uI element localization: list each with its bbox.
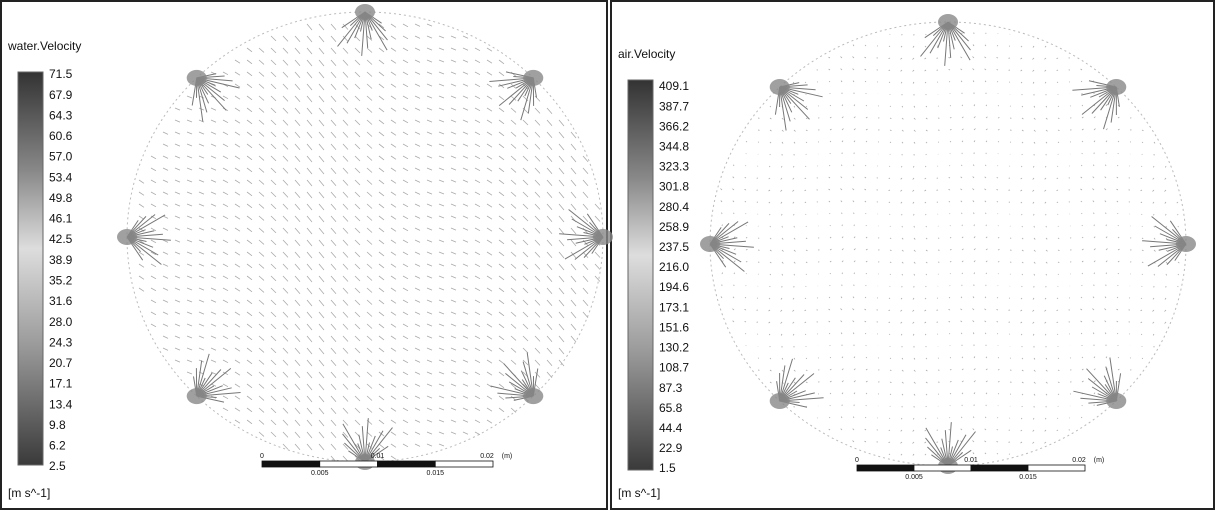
legend-label: 130.2 xyxy=(659,341,689,355)
inlet xyxy=(187,388,207,404)
scale-segment xyxy=(857,465,914,471)
color-bar xyxy=(18,72,43,465)
inlet xyxy=(700,236,720,252)
inlet xyxy=(1176,236,1196,252)
scale-label: (m) xyxy=(502,453,513,460)
scale-segment xyxy=(914,465,971,471)
scale-segment xyxy=(320,461,378,467)
legend-label: 46.1 xyxy=(49,212,73,226)
scale-label: (m) xyxy=(1094,457,1105,464)
legend-title: water.Velocity xyxy=(7,39,81,53)
legend-label: 1.5 xyxy=(659,461,676,475)
inlet xyxy=(593,229,613,245)
scale-label: 0.005 xyxy=(311,470,329,477)
legend-label: 6.2 xyxy=(49,439,66,453)
scale-label: 0.015 xyxy=(1019,474,1037,481)
legend-label: 64.3 xyxy=(49,108,73,122)
legend-label: 301.8 xyxy=(659,180,689,194)
legend-label: 31.6 xyxy=(49,294,73,308)
legend-label: 2.5 xyxy=(49,459,66,473)
legend-label: 258.9 xyxy=(659,220,689,234)
legend-label: 60.6 xyxy=(49,129,73,143)
inlet xyxy=(770,79,790,95)
inlet xyxy=(938,14,958,30)
scale-segment xyxy=(435,461,493,467)
legend-label: 49.8 xyxy=(49,191,73,205)
inlet xyxy=(187,70,207,86)
inlet xyxy=(1106,79,1126,95)
legend-label: 44.4 xyxy=(659,421,683,435)
legend-label: 20.7 xyxy=(49,356,73,370)
legend-label: 28.0 xyxy=(49,315,73,329)
unit-label: [m s^-1] xyxy=(618,486,660,500)
legend-label: 42.5 xyxy=(49,232,73,246)
legend-label: 344.8 xyxy=(659,139,689,153)
legend-label: 24.3 xyxy=(49,335,73,349)
scale-label: 0.01 xyxy=(371,453,385,460)
inlet xyxy=(523,70,543,86)
scale-label: 0.02 xyxy=(1072,457,1086,464)
legend-label: 65.8 xyxy=(659,401,683,415)
scale-label: 0 xyxy=(260,453,264,460)
legend-label: 38.9 xyxy=(49,253,73,267)
legend-label: 151.6 xyxy=(659,320,689,334)
legend-label: 67.9 xyxy=(49,88,73,102)
inlet xyxy=(355,4,375,20)
scale-label: 0.01 xyxy=(964,457,978,464)
legend-label: 87.3 xyxy=(659,381,683,395)
panel-frame xyxy=(1,1,607,509)
scale-segment xyxy=(971,465,1028,471)
scale-segment xyxy=(1028,465,1085,471)
legend-label: 57.0 xyxy=(49,150,73,164)
legend-label: 280.4 xyxy=(659,200,689,214)
panel-frame xyxy=(611,1,1214,509)
legend-label: 13.4 xyxy=(49,397,73,411)
legend-label: 173.1 xyxy=(659,300,689,314)
legend-label: 216.0 xyxy=(659,260,689,274)
legend-label: 387.7 xyxy=(659,99,689,113)
legend-label: 366.2 xyxy=(659,119,689,133)
legend-label: 409.1 xyxy=(659,79,689,93)
inlet xyxy=(1106,393,1126,409)
color-bar xyxy=(628,80,653,470)
legend-label: 237.5 xyxy=(659,240,689,254)
scale-label: 0 xyxy=(855,457,859,464)
scale-label: 0.005 xyxy=(905,474,923,481)
legend-label: 53.4 xyxy=(49,170,73,184)
legend-label: 17.1 xyxy=(49,377,73,391)
inlet xyxy=(523,388,543,404)
legend-label: 9.8 xyxy=(49,418,66,432)
legend-label: 323.3 xyxy=(659,160,689,174)
scale-label: 0.02 xyxy=(480,453,494,460)
inlet xyxy=(770,393,790,409)
legend-label: 194.6 xyxy=(659,280,689,294)
scale-segment xyxy=(262,461,320,467)
scale-label: 0.015 xyxy=(426,470,444,477)
scale-segment xyxy=(378,461,436,467)
figure: water.Velocity 71.5 67.9 64.3 60.6 57.0 53.4 49… xyxy=(0,0,1216,511)
legend-title: air.Velocity xyxy=(618,47,675,61)
legend-label: 71.5 xyxy=(49,67,73,81)
legend-label: 22.9 xyxy=(659,441,683,455)
legend-label: 35.2 xyxy=(49,273,73,287)
legend-label: 108.7 xyxy=(659,361,689,375)
unit-label: [m s^-1] xyxy=(8,486,50,500)
inlet xyxy=(117,229,137,245)
